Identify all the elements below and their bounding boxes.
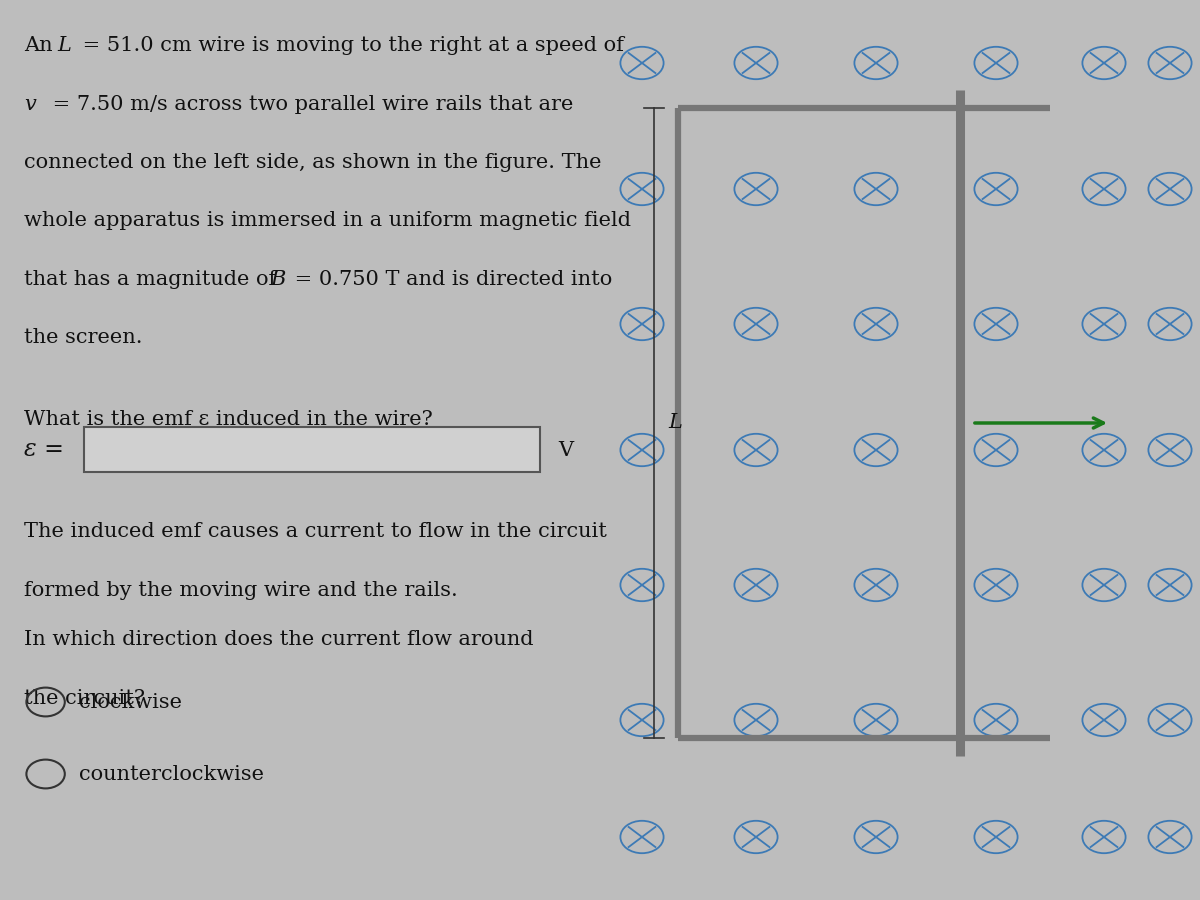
Text: clockwise: clockwise: [79, 692, 182, 712]
Text: the screen.: the screen.: [24, 328, 143, 347]
Text: = 51.0 cm wire is moving to the right at a speed of: = 51.0 cm wire is moving to the right at…: [76, 36, 624, 55]
Text: In which direction does the current flow around: In which direction does the current flow…: [24, 630, 534, 649]
Text: An: An: [24, 36, 59, 55]
Bar: [84, 428, 540, 473]
Text: ε =: ε =: [24, 438, 64, 462]
Text: counterclockwise: counterclockwise: [79, 764, 264, 784]
Text: the circuit?: the circuit?: [24, 688, 145, 707]
Text: whole apparatus is immersed in a uniform magnetic field: whole apparatus is immersed in a uniform…: [24, 212, 631, 230]
Text: = 0.750 T and is directed into: = 0.750 T and is directed into: [288, 270, 612, 289]
Text: B: B: [270, 270, 286, 289]
Text: = 7.50 m/s across two parallel wire rails that are: = 7.50 m/s across two parallel wire rail…: [46, 94, 572, 113]
Text: What is the emf ε induced in the wire?: What is the emf ε induced in the wire?: [24, 410, 433, 429]
Text: The induced emf causes a current to flow in the circuit: The induced emf causes a current to flow…: [24, 522, 607, 541]
Text: that has a magnitude of: that has a magnitude of: [24, 270, 283, 289]
Text: L: L: [58, 36, 72, 55]
Text: v: v: [24, 94, 36, 113]
Text: formed by the moving wire and the rails.: formed by the moving wire and the rails.: [24, 580, 457, 599]
Text: connected on the left side, as shown in the figure. The: connected on the left side, as shown in …: [24, 153, 601, 172]
Text: V: V: [558, 440, 574, 460]
Text: L: L: [668, 413, 683, 433]
